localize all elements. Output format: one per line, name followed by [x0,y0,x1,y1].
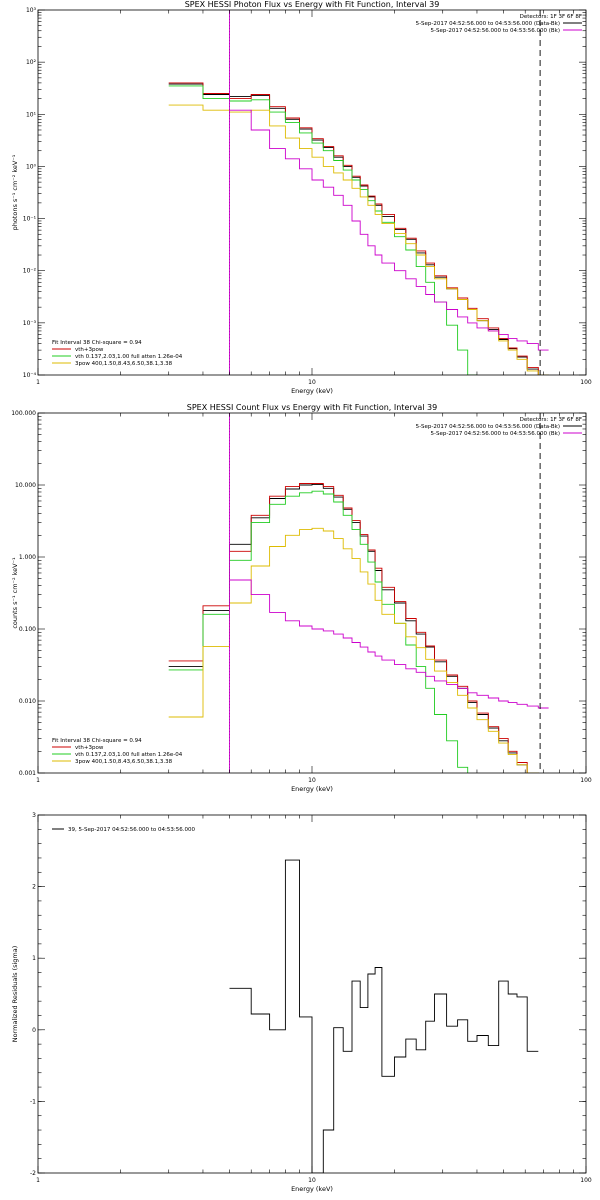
y-axis-label: Normalized Residuals (sigma) [11,946,19,1043]
legend-bottom-left: Fit Interval 38 Chi-square = 0.94vth+3po… [52,738,183,765]
series-line-2 [168,483,539,773]
legend-top-right: Detectors: 1F 3F 6F 8F5-Sep-2017 04:52:5… [416,14,582,34]
x-tick-label: 1 [36,777,40,784]
y-tick-label: 10¹ [26,111,37,118]
legend-entry-label: 5-Sep-2017 04:52:56.000 to 04:53:56.000 … [416,424,560,430]
y-tick-label: 0.001 [19,770,36,777]
y-tick-label: 3 [32,812,36,819]
chart-panel-3: 1 10 100 -2 -1 0 1 2 3 Energy (keV) Normalized Res… [11,812,592,1193]
y-tick-label: 0.010 [19,698,36,705]
legend-header: Detectors: 1F 3F 6F 8F [520,14,582,20]
legend-header: Detectors: 1F 3F 6F 8F [520,417,582,423]
series-line-1 [168,483,539,773]
y-tick-label: 0 [32,1027,36,1034]
legend-entry-label: 3pow 400,1.50,8.43,6.50,38.1,3.38 [75,759,173,765]
series-line-1 [168,83,549,375]
plot-frame [37,412,587,774]
y-axis-label: counts s⁻¹ cm⁻² keV⁻¹ [11,557,19,629]
y-tick-label: -2 [30,1170,36,1177]
plot-frame [37,9,587,376]
y-axis-label: photons s⁻¹ cm⁻² keV⁻¹ [11,154,19,230]
legend-entry-label: vth 0.137,2.03,1.00 full atten 1.26e-04 [75,354,183,360]
legend-entry-label: vth+3pow [75,745,104,751]
x-tick-label: 10 [308,777,316,784]
y-tick-label: 10⁻⁴ [23,372,37,379]
legend-entry-label: 3pow 400,1.50,8.43,6.50,38.1,3.38 [75,361,173,367]
legend-header: Fit Interval 38 Chi-square = 0.94 [52,340,142,346]
series-line-5 [229,579,549,709]
x-tick-label: 100 [580,1177,592,1184]
series-group [168,82,549,375]
legend-bottom-left: Fit Interval 38 Chi-square = 0.94vth+3po… [52,340,183,367]
series-line-1 [229,859,539,1173]
x-tick-label: 10 [308,379,316,386]
legend-header: Fit Interval 38 Chi-square = 0.94 [52,738,142,744]
x-tick-label: 1 [36,379,40,386]
x-tick-label: 1 [36,1177,40,1184]
y-tick-label: 1.000 [19,554,36,561]
y-tick-label: 10.000 [15,482,36,489]
y-tick-label: 10⁻² [23,268,37,275]
series-group [168,483,549,773]
legend-top-right: Detectors: 1F 3F 6F 8F5-Sep-2017 04:52:5… [416,417,582,437]
series-line-3 [168,85,477,375]
x-axis-label: Energy (keV) [291,387,333,395]
legend-entry-label: 5-Sep-2017 04:52:56.000 to 04:53:56.000 … [431,431,561,437]
y-tick-label: 10⁰ [26,163,37,170]
y-tick-label: -1 [30,1098,36,1105]
y-tick-label: 10⁻³ [23,320,37,327]
legend-entry-label: 39, 5-Sep-2017 04:52:56.000 to 04:53:56.… [68,827,195,833]
y-tick-label: 10⁻¹ [23,216,37,223]
chart-title: SPEX HESSI Photon Flux vs Energy with Fi… [185,0,440,9]
legend-entry-label: 5-Sep-2017 04:52:56.000 to 04:53:56.000 … [431,28,561,34]
y-tick-label: 100.000 [11,410,36,417]
y-tick-label: 10² [26,59,37,66]
series-line-5 [229,109,549,351]
legend-top-left: 39, 5-Sep-2017 04:52:56.000 to 04:53:56.… [52,827,195,833]
legend-entry-label: vth 0.137,2.03,1.00 full atten 1.26e-04 [75,752,183,758]
legend-entry-label: vth+3pow [75,347,104,353]
series-line-2 [168,82,549,375]
legend-entry-label: 5-Sep-2017 04:52:56.000 to 04:53:56.000 … [416,21,560,27]
y-tick-label: 2 [32,884,36,891]
chart-panel-1: SPEX HESSI Photon Flux vs Energy with Fi… [11,0,592,395]
chart-panel-2: SPEX HESSI Count Flux vs Energy with Fit… [11,403,592,793]
chart-title: SPEX HESSI Count Flux vs Energy with Fit… [187,403,438,412]
x-tick-label: 100 [580,777,592,784]
x-tick-label: 10 [308,1177,316,1184]
y-tick-label: 1 [32,955,36,962]
series-line-4 [168,527,539,773]
series-line-3 [168,490,469,773]
series-line-4 [168,104,549,375]
y-tick-label: 10³ [26,7,37,14]
x-axis-label: Energy (keV) [291,785,333,793]
y-tick-label: 0.100 [19,626,36,633]
x-tick-label: 100 [580,379,592,386]
x-axis-label: Energy (keV) [291,1185,333,1193]
series-group [229,859,539,1173]
